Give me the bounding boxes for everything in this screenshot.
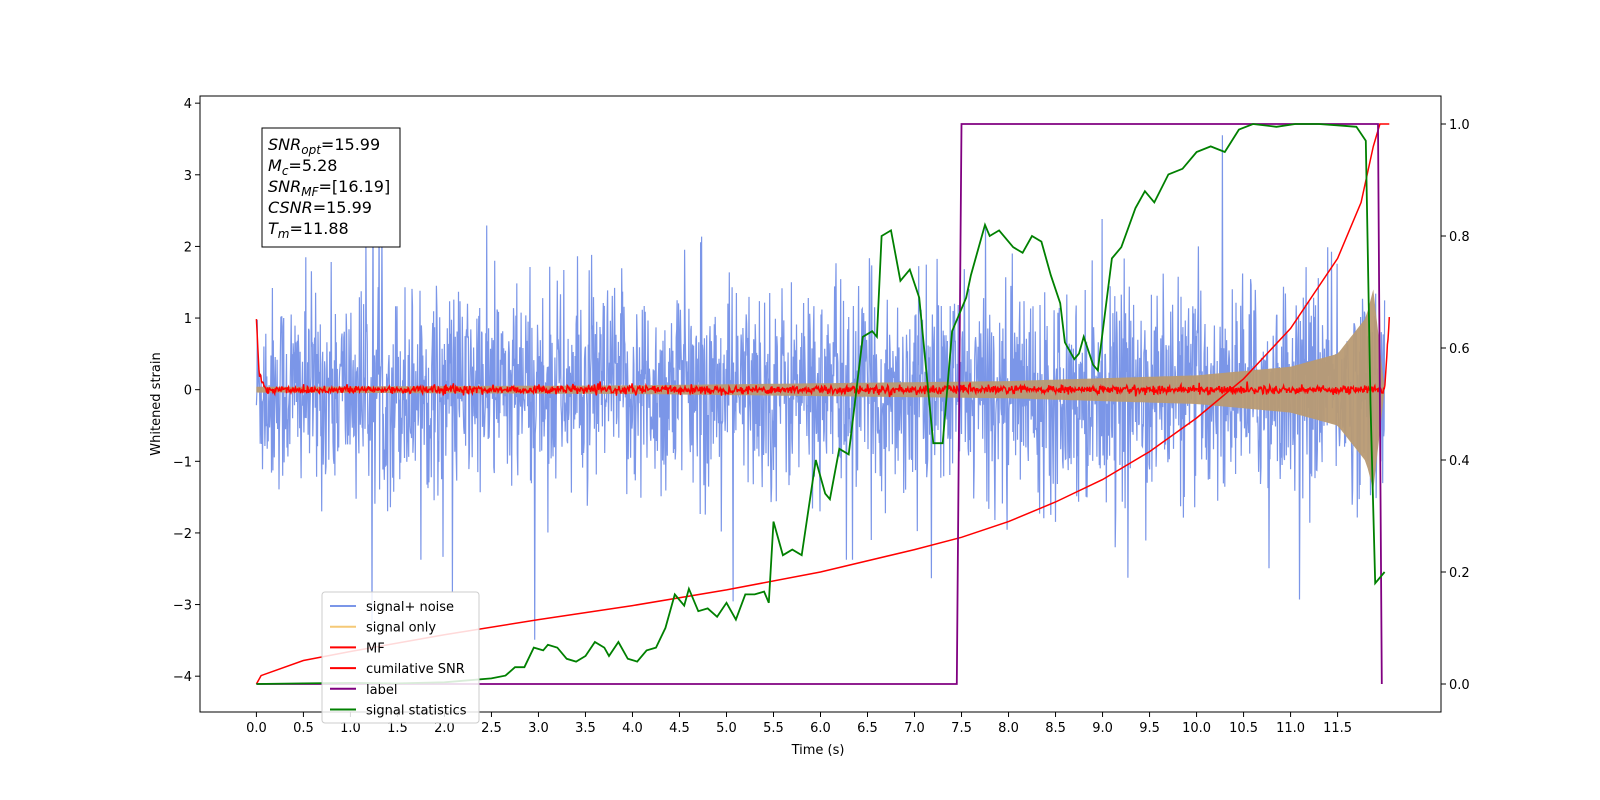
- x-tick-label: 2.0: [434, 721, 455, 736]
- x-tick-label: 5.5: [763, 721, 784, 736]
- x-tick-label: 10.0: [1182, 721, 1211, 736]
- x-tick-label: 2.5: [481, 721, 502, 736]
- x-tick-label: 8.0: [998, 721, 1019, 736]
- y-axis-label: Whitened strain: [149, 352, 164, 455]
- y-tick-label: 1: [184, 312, 192, 327]
- info-box-frame: [261, 127, 401, 248]
- x-tick-label: 7.0: [904, 721, 925, 736]
- x-tick-label: 10.5: [1229, 721, 1258, 736]
- x-tick-label: 9.0: [1092, 721, 1113, 736]
- x-tick-label: 3.0: [528, 721, 549, 736]
- y2-tick-label: 0.6: [1449, 342, 1470, 357]
- y-tick-label: 2: [184, 240, 192, 255]
- x-tick-label: 0.5: [293, 721, 314, 736]
- y2-tick-label: 0.2: [1449, 566, 1470, 581]
- y-tick-label: 3: [184, 169, 192, 184]
- legend-entry: signal statistics: [366, 704, 467, 719]
- x-tick-label: 1.5: [387, 721, 408, 736]
- x-tick-label: 8.5: [1045, 721, 1066, 736]
- series-signal-statistics: [256, 123, 1386, 685]
- y-axis-right: 0.0 0.2 0.4 0.6 0.8 1.0: [1441, 118, 1470, 693]
- legend-frame: [321, 591, 480, 724]
- x-tick-label: 4.0: [622, 721, 643, 736]
- x-tick-label: 6.5: [857, 721, 878, 736]
- x-axis: 0.0 0.5 1.0 1.5 2.0 2.5 3.0 3.5 4.0 4.5 5.0 5.5 6.0 6…: [246, 712, 1352, 736]
- y-tick-label: −4: [173, 670, 192, 685]
- info-line: Tm=11.88: [268, 219, 349, 241]
- x-tick-label: 0.0: [246, 721, 267, 736]
- y-tick-label: 0: [184, 384, 192, 399]
- legend-entry: signal+ noise: [366, 600, 454, 615]
- x-tick-label: 4.5: [669, 721, 690, 736]
- x-tick-label: 1.0: [340, 721, 361, 736]
- y-tick-label: −3: [173, 599, 192, 614]
- info-line: CSNR=15.99: [268, 198, 372, 217]
- info-line: SNRopt=15.99: [268, 135, 380, 157]
- y2-tick-label: 0.8: [1449, 230, 1470, 245]
- x-tick-label: 11.0: [1276, 721, 1305, 736]
- legend: signal+ noise signal only MF cumilative SNR…: [321, 591, 480, 724]
- legend-entry: signal only: [366, 621, 436, 636]
- x-tick-label: 11.5: [1323, 721, 1352, 736]
- y-tick-label: 4: [184, 97, 192, 112]
- legend-entry: MF: [366, 641, 385, 656]
- y-tick-label: −2: [173, 527, 192, 542]
- series-label: [256, 123, 1383, 685]
- y2-tick-label: 0.0: [1449, 678, 1470, 693]
- y-axis-left: −4 −3 −2 −1 0 1 2 3 4: [173, 97, 200, 685]
- y2-tick-label: 1.0: [1449, 118, 1470, 133]
- info-box: SNRopt=15.99Mc=5.28SNRMF=[16.19]CSNR=15.…: [261, 127, 401, 248]
- x-tick-label: 6.0: [810, 721, 831, 736]
- series-signal-noise: [255, 135, 1386, 640]
- y-tick-label: −1: [173, 455, 192, 470]
- series-mf: [255, 317, 1391, 398]
- x-tick-label: 3.5: [575, 721, 596, 736]
- x-axis-label: Time (s): [791, 743, 845, 758]
- x-tick-label: 9.5: [1139, 721, 1160, 736]
- legend-entry: label: [366, 683, 397, 698]
- legend-entry: cumilative SNR: [366, 662, 465, 677]
- x-tick-label: 7.5: [951, 721, 972, 736]
- x-tick-label: 5.0: [716, 721, 737, 736]
- info-line: Mc=5.28: [268, 156, 337, 178]
- y2-tick-label: 0.4: [1449, 454, 1470, 469]
- info-line: SNRMF=[16.19]: [268, 177, 390, 199]
